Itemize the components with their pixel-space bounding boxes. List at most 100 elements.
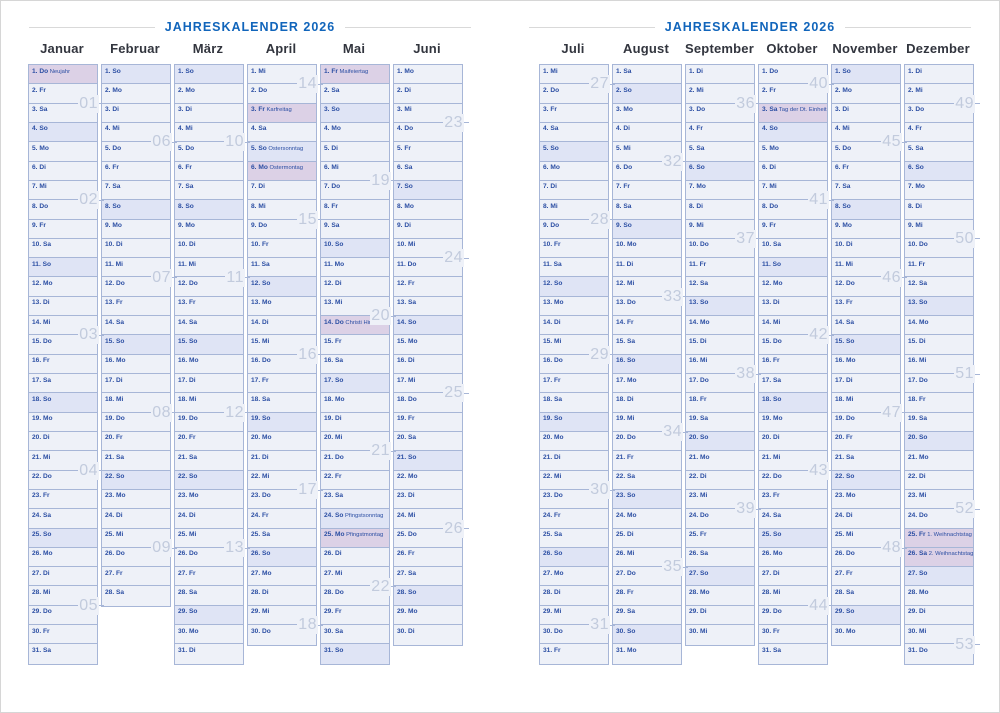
day-juni-9: 9. Di <box>394 219 462 239</box>
day-oktober-16: 16. Fr <box>759 354 827 374</box>
day-label: 8. Mo <box>397 202 414 210</box>
day-mai-1: 1. Fr Maifeiertag <box>321 65 389 85</box>
day-label: 3. Di <box>105 106 119 114</box>
day-label: 15. Mi <box>543 337 562 345</box>
day-label: 9. Mo <box>105 222 122 229</box>
day-februar-7: 7. Sa <box>102 180 170 201</box>
day-mai-22: 22. Fr <box>321 470 389 490</box>
week-number-tick <box>829 470 834 472</box>
day-label: 1. Fr <box>324 67 338 75</box>
day-label: 17. So <box>324 376 344 384</box>
day-april-13: 13. Mo <box>248 296 316 317</box>
day-label: 20. Sa <box>397 434 417 442</box>
month-name-august: August <box>623 41 669 56</box>
holiday-label: 1. Weihnachtstag <box>925 532 972 538</box>
day-label: 10. So <box>324 241 344 249</box>
day-juni-12: 12. Fr <box>394 277 462 297</box>
day-februar-8: 8. So <box>102 200 170 220</box>
day-label: 22. So <box>178 473 198 481</box>
month-column-januar: 1. Do Neujahr 2. Fr 3. Sa 4. So 5. Mo 6. Di 7.… <box>28 64 104 665</box>
day-april-5: 5. So Ostersonntag <box>248 142 316 162</box>
day-label: 16. Do <box>543 357 563 365</box>
week-number-38: 38 <box>735 365 761 384</box>
page-left: JAHRESKALENDER 2026 Januar 1. Do Neujahr 2… <box>1 1 501 712</box>
day-label: 15. So <box>105 337 125 345</box>
day-januar-5: 5. Mo <box>29 142 97 162</box>
day-label: 21. Mo <box>908 453 929 461</box>
day-dezember-6: 6. So <box>905 161 973 181</box>
day-label: 19. Do <box>178 415 198 423</box>
day-label: 20. So <box>908 434 928 442</box>
week-number-46: 46 <box>881 268 907 287</box>
day-juli-6: 6. Mo <box>540 161 608 181</box>
day-label: 5. Mo <box>762 144 779 152</box>
week-number-27: 27 <box>589 75 615 94</box>
week-number-15: 15 <box>297 210 323 229</box>
holiday-label: 2. Weihnachtstag <box>927 551 973 558</box>
day-label: 27. Fr <box>835 569 853 577</box>
day-label: 16. Mi <box>689 357 708 365</box>
day-label: 28. Do <box>324 588 344 596</box>
day-januar-19: 19. Mo <box>29 412 97 432</box>
day-september-18: 18. Fr <box>686 393 754 413</box>
week-number-tick <box>902 547 907 549</box>
page-right: JAHRESKALENDER 2026 Juli 1. Mi 2. Do 3. Fr 4… <box>501 1 999 712</box>
day-april-27: 27. Mo <box>248 567 316 587</box>
day-dezember-12: 12. Sa <box>905 277 973 297</box>
day-label: 8. So <box>835 202 851 210</box>
day-label: 20. Di <box>32 434 50 442</box>
day-november-27: 27. Fr <box>832 567 900 587</box>
day-label: 3. Di <box>835 106 849 114</box>
day-label: 1. Di <box>908 67 922 75</box>
day-label: 30. Fr <box>32 627 50 635</box>
day-april-21: 21. Di <box>248 451 316 471</box>
week-number-tick <box>391 450 396 452</box>
day-märz-28: 28. Sa <box>175 586 243 606</box>
day-label: 30. Fr <box>762 627 780 635</box>
week-number-label: 45 <box>881 133 902 152</box>
day-mai-15: 15. Fr <box>321 335 389 355</box>
day-label: 4. Mi <box>835 125 850 133</box>
week-number-43: 43 <box>808 461 834 480</box>
day-label: 29. Di <box>908 608 926 616</box>
day-mai-31: 31. So <box>321 644 389 664</box>
day-mai-23: 23. Sa <box>321 489 389 510</box>
week-number-tick <box>610 83 615 85</box>
day-label: 15. Di <box>908 337 926 345</box>
day-label: 18. So <box>762 395 782 403</box>
day-label: 25. Fr <box>908 531 926 538</box>
day-mai-4: 4. Mo <box>321 122 389 143</box>
day-label: 6. So <box>908 164 924 172</box>
day-dezember-7: 7. Mo <box>905 180 973 201</box>
day-label: 18. Fr <box>908 395 926 403</box>
day-label: 3. So <box>324 106 340 114</box>
day-dezember-28: 28. Mo <box>905 586 973 606</box>
day-september-27: 27. So <box>686 567 754 587</box>
day-september-12: 12. Sa <box>686 277 754 297</box>
week-number-tick <box>172 547 177 549</box>
week-number-label: 04 <box>78 461 99 480</box>
day-label: 21. So <box>397 453 417 461</box>
day-label: 30. So <box>616 627 636 635</box>
day-label: 17. Do <box>908 376 928 384</box>
week-number-50: 50 <box>954 229 980 248</box>
day-november-14: 14. Sa <box>832 316 900 336</box>
day-april-14: 14. Di <box>248 316 316 336</box>
day-mai-16: 16. Sa <box>321 354 389 374</box>
month-column-märz: 1. So 2. Mo 3. Di 4. Mi 5. Do 6. Fr 7. Sa 8. So… <box>174 64 250 665</box>
day-label: 26. Di <box>324 550 342 558</box>
week-number-tick <box>464 392 469 394</box>
day-label: 22. Di <box>908 473 926 481</box>
day-label: 24. Di <box>105 511 123 519</box>
day-label: 7. Di <box>251 183 265 191</box>
day-label: 27. Fr <box>178 569 196 577</box>
day-mai-18: 18. Mo <box>321 393 389 413</box>
week-number-label: 27 <box>589 75 610 94</box>
day-label: 28. Di <box>543 588 561 596</box>
day-label: 20. Fr <box>835 434 853 442</box>
day-label: 2. Di <box>397 86 411 94</box>
day-märz-15: 15. So <box>175 335 243 355</box>
day-label: 14. Sa <box>105 318 125 326</box>
day-label: 3. Sa <box>762 106 778 114</box>
day-label: 18. Mi <box>835 395 854 403</box>
